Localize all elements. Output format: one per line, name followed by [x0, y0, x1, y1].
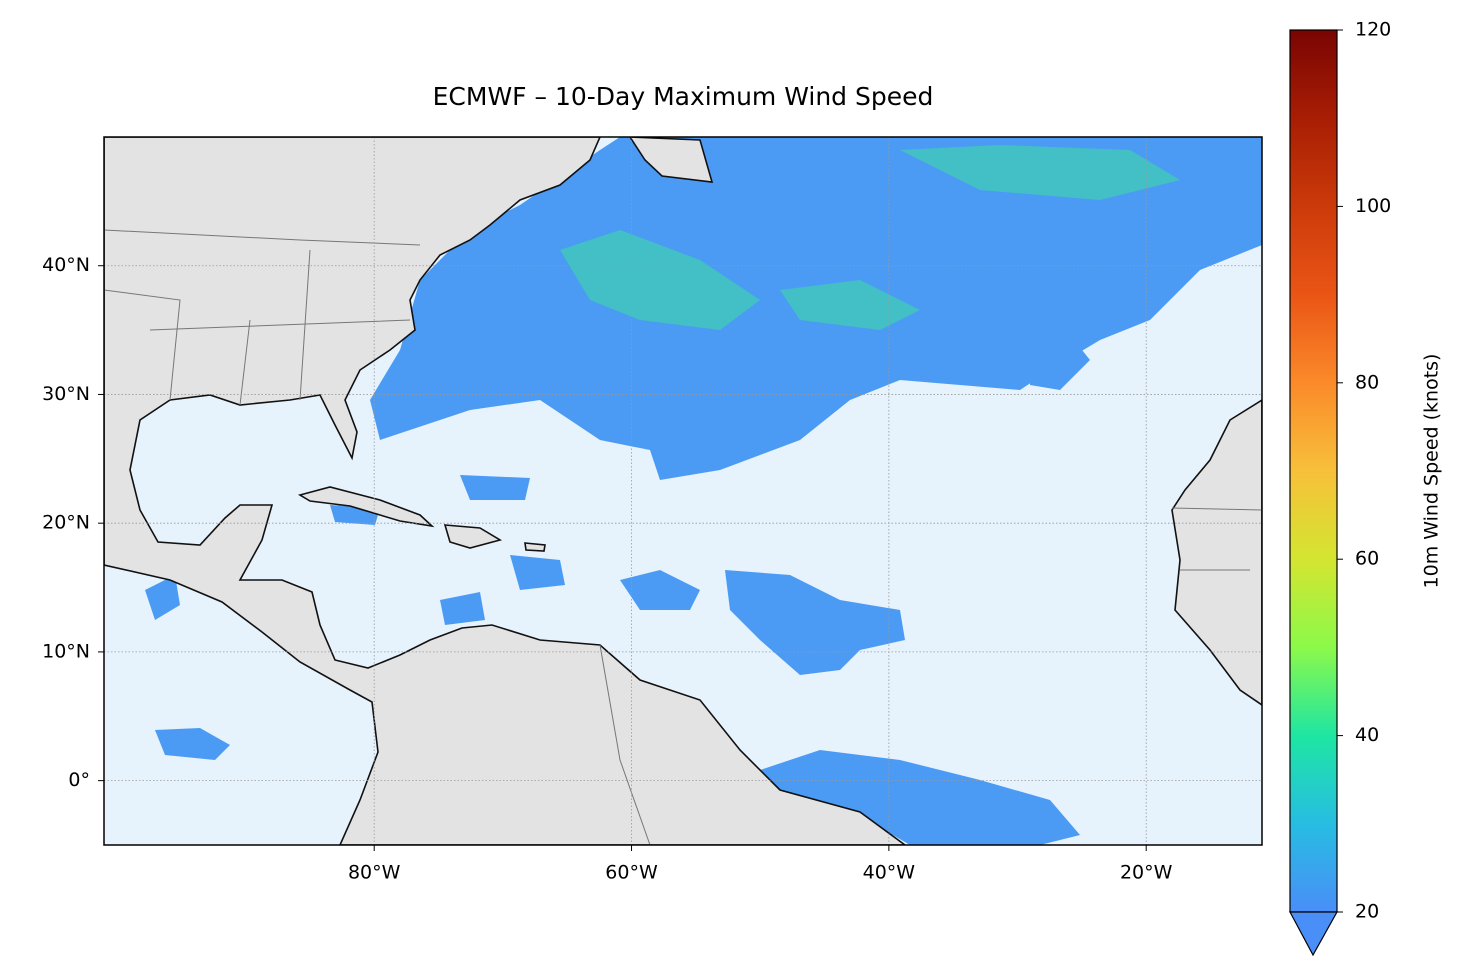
axes-frame [103, 136, 1263, 846]
colorbar-tick-label: 100 [1355, 195, 1391, 217]
colorbar-extend [1288, 911, 1339, 957]
x-tick-label: 60°W [605, 862, 658, 884]
colorbar-tick-label: 20 [1355, 901, 1379, 923]
x-tick-label: 20°W [1120, 862, 1173, 884]
map [104, 137, 1262, 845]
x-tick-label: 80°W [348, 862, 401, 884]
y-tick-label: 40°N [42, 254, 90, 276]
colorbar-tick-label: 80 [1355, 371, 1379, 393]
land [104, 137, 1262, 845]
colorbar-tick-label: 60 [1355, 548, 1379, 570]
y-tick-label: 20°N [42, 512, 90, 534]
wind-field [145, 137, 1262, 845]
colorbar-tick-label: 120 [1355, 19, 1391, 41]
colorbar-label: 10m Wind Speed (knots) [1421, 354, 1443, 589]
y-tick-label: 30°N [42, 383, 90, 405]
colorbar [1289, 29, 1338, 913]
chart-title: ECMWF – 10-Day Maximum Wind Speed [433, 82, 934, 111]
colorbar-tick-label: 40 [1355, 724, 1379, 746]
x-tick-label: 40°W [863, 862, 916, 884]
y-tick-label: 10°N [42, 640, 90, 662]
borders [104, 229, 1262, 845]
y-tick-label: 0° [68, 769, 90, 791]
